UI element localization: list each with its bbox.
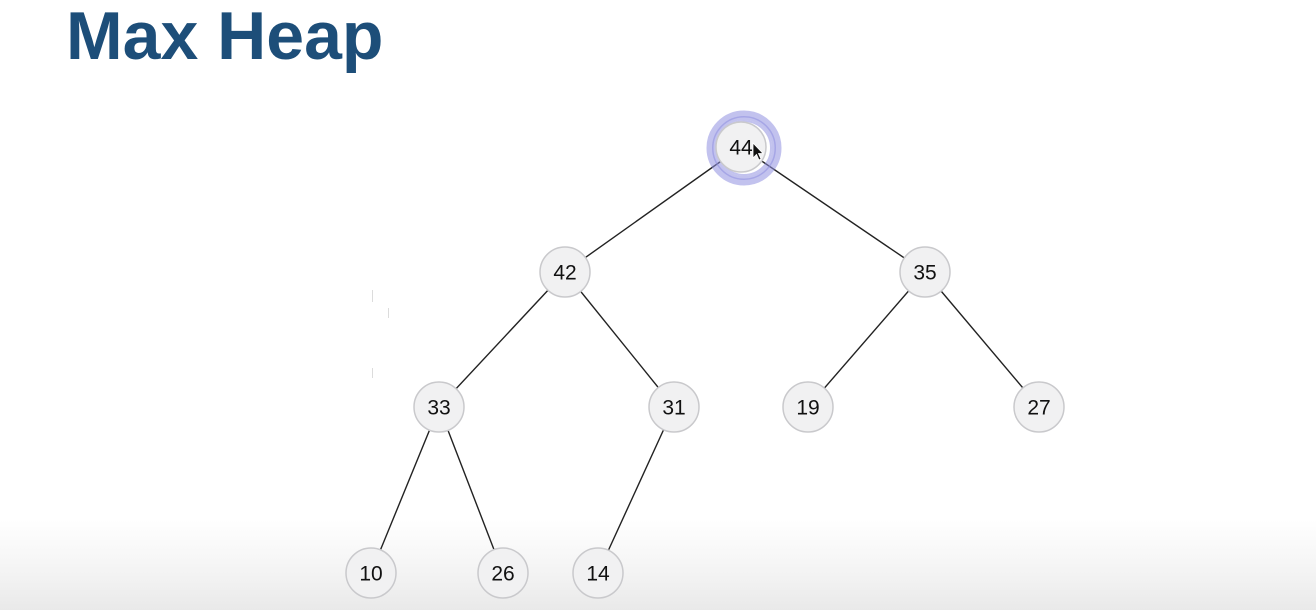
heap-node-14[interactable]: 14 — [572, 547, 624, 599]
heap-node-10[interactable]: 10 — [345, 547, 397, 599]
node-value: 10 — [359, 563, 382, 586]
heap-nodes: 44 42 35 33 31 19 27 10 26 14 — [345, 121, 1065, 599]
click-highlight-ring — [706, 110, 782, 186]
node-value: 19 — [796, 397, 819, 420]
mouse-pointer-icon — [752, 142, 764, 161]
node-value: 35 — [913, 262, 936, 285]
node-circle — [1013, 381, 1065, 433]
scan-artifact — [388, 308, 389, 318]
heap-edge — [597, 406, 675, 574]
node-value: 27 — [1027, 397, 1050, 420]
slide-title: Max Heap — [66, 0, 384, 74]
heap-node-44[interactable]: 44 — [715, 121, 767, 173]
scan-artifact — [372, 290, 373, 302]
node-circle — [345, 547, 397, 599]
click-highlight-ring — [712, 116, 776, 180]
heap-node-42[interactable]: 42 — [539, 246, 591, 298]
heap-edge — [438, 406, 504, 574]
node-value: 31 — [662, 397, 685, 420]
node-value: 42 — [553, 262, 576, 285]
node-circle — [572, 547, 624, 599]
heap-edge — [924, 271, 1040, 408]
heap-node-31[interactable]: 31 — [648, 381, 700, 433]
heap-node-27[interactable]: 27 — [1013, 381, 1065, 433]
heap-node-33[interactable]: 33 — [413, 381, 465, 433]
heap-edge — [807, 271, 926, 408]
heap-node-19[interactable]: 19 — [782, 381, 834, 433]
scan-artifact — [372, 368, 373, 378]
node-circle — [782, 381, 834, 433]
node-circle — [477, 547, 529, 599]
heap-edge — [438, 271, 566, 408]
node-value: 33 — [427, 397, 450, 420]
heap-edge — [564, 146, 742, 273]
node-value: 14 — [586, 563, 610, 586]
node-circle — [648, 381, 700, 433]
heap-edges — [370, 146, 1040, 574]
heap-node-35[interactable]: 35 — [899, 246, 951, 298]
node-circle — [539, 246, 591, 298]
node-circle — [899, 246, 951, 298]
node-circle — [715, 121, 767, 173]
node-value: 26 — [491, 563, 514, 586]
heap-edge — [564, 271, 675, 408]
heap-node-26[interactable]: 26 — [477, 547, 529, 599]
heap-edge — [370, 406, 440, 574]
node-value: 44 — [729, 137, 753, 160]
node-circle — [413, 381, 465, 433]
